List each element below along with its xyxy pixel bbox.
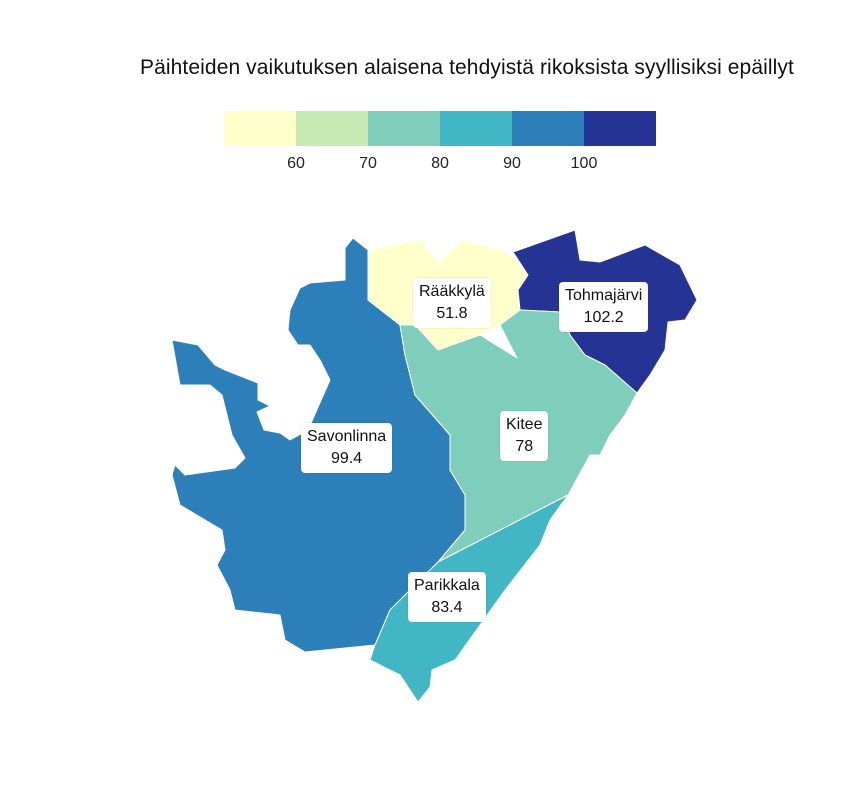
- label-parikkala-name: Parikkala: [414, 577, 480, 594]
- legend-tick-90: 90: [503, 155, 521, 172]
- map-title: Päihteiden vaikutuksen alaisena tehdyist…: [140, 56, 794, 79]
- legend-swatch-3: [368, 111, 440, 146]
- label-tohmajarvi-name: Tohmajärvi: [565, 287, 643, 304]
- label-raakkyla-name: Rääkkylä: [419, 283, 485, 300]
- legend-tick-60: 60: [287, 155, 305, 172]
- legend-swatch-6: [584, 111, 656, 146]
- legend-swatch-2: [296, 111, 368, 146]
- label-parikkala: Parikkala 83.4: [408, 572, 486, 622]
- label-parikkala-value: 83.4: [431, 599, 463, 616]
- label-kitee-name: Kitee: [506, 416, 543, 433]
- label-savonlinna: Savonlinna 99.4: [301, 423, 393, 473]
- legend-tick-100: 100: [570, 155, 598, 172]
- label-tohmajarvi: Tohmajärvi 102.2: [559, 282, 649, 332]
- label-savonlinna-name: Savonlinna: [307, 428, 387, 445]
- legend-swatch-4: [440, 111, 512, 146]
- legend-tick-80: 80: [431, 155, 449, 172]
- legend-swatch-5: [512, 111, 584, 146]
- label-savonlinna-value: 99.4: [331, 450, 363, 467]
- color-legend: 60 70 80 90 100: [224, 111, 656, 181]
- legend-tick-70: 70: [359, 155, 377, 172]
- label-raakkyla-value: 51.8: [436, 305, 468, 322]
- label-tohmajarvi-value: 102.2: [583, 309, 624, 326]
- label-raakkyla: Rääkkylä 51.8: [413, 278, 491, 328]
- label-kitee: Kitee 78: [500, 411, 549, 461]
- legend-swatch-1: [224, 111, 296, 146]
- label-kitee-value: 78: [515, 438, 534, 455]
